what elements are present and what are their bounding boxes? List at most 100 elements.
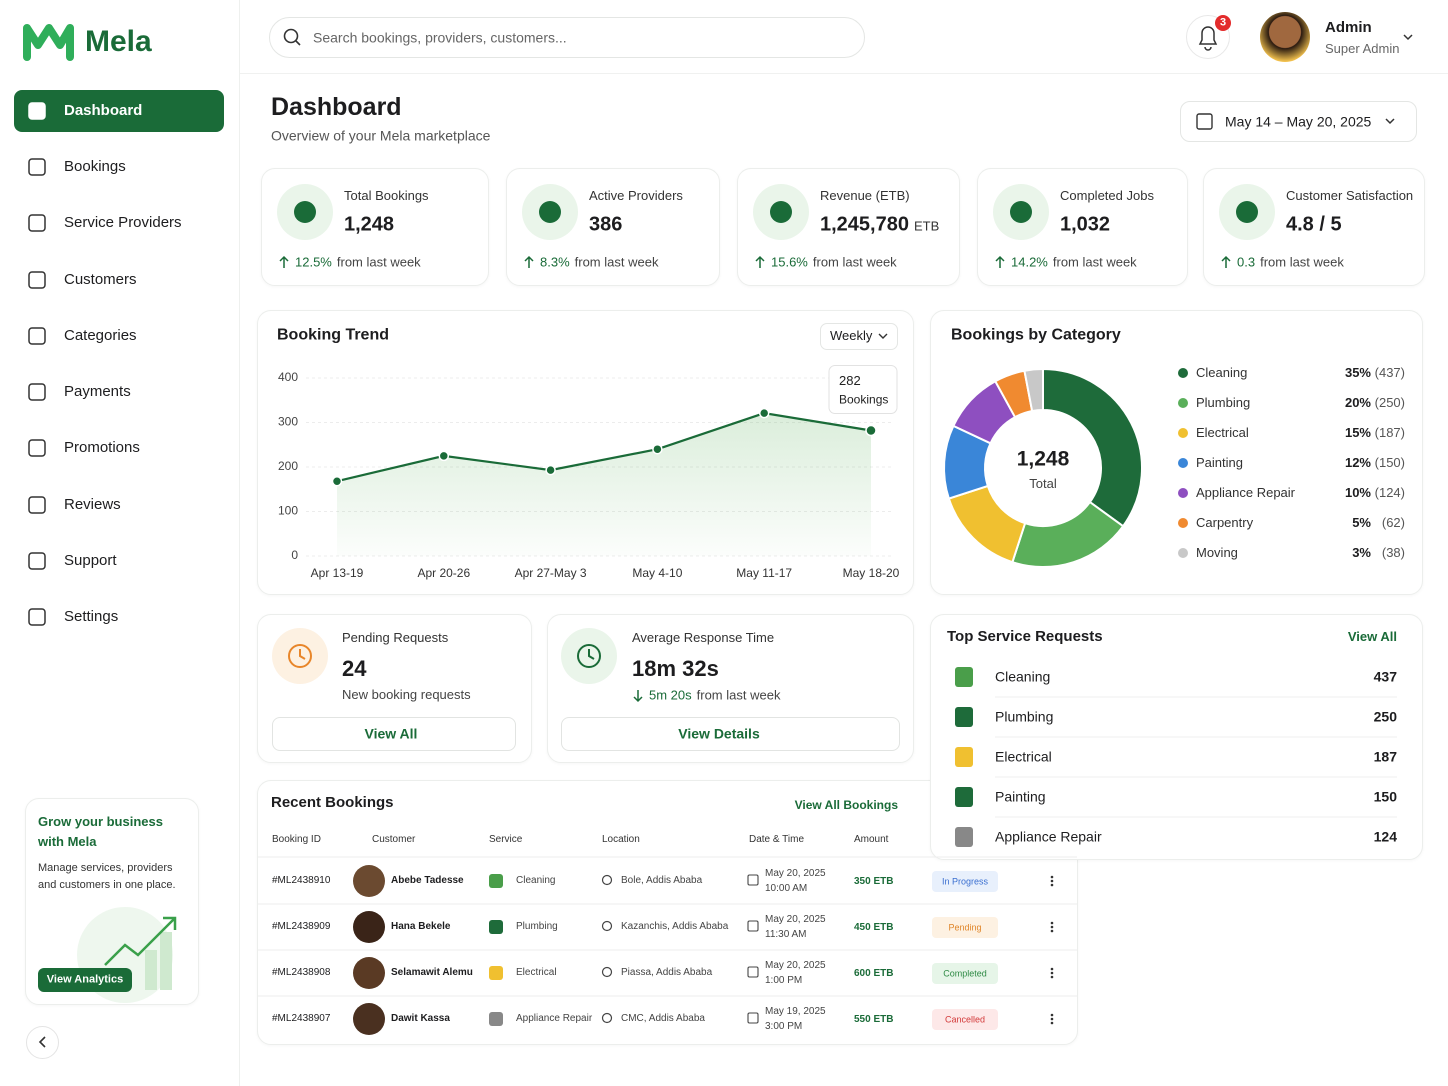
data-point [438, 450, 450, 462]
nav-label[interactable]: Categories [64, 327, 137, 344]
sidebar [0, 0, 240, 1086]
column-header: Location [602, 834, 640, 845]
brand-name: Mela [85, 25, 152, 58]
section-title: Top Service Requests [947, 628, 1103, 645]
nav-icon [28, 158, 46, 176]
x-tick-label: May 4-10 [632, 566, 682, 580]
text-row: 14.2% from last week [1011, 255, 1137, 270]
promo-action[interactable]: View Analytics [46, 973, 124, 986]
legend-swatch [1178, 428, 1188, 438]
stat-change-suffix: from last week [1052, 254, 1137, 270]
nav-icon [28, 327, 46, 345]
service-name: Electrical [516, 967, 557, 978]
status-badge [932, 1009, 998, 1030]
response-action[interactable]: View Details [678, 725, 760, 742]
service-icon [955, 667, 973, 687]
page-subtitle: Overview of your Mela marketplace [271, 127, 491, 144]
nav-label[interactable]: Bookings [64, 158, 126, 175]
legend-percent: 15% [1344, 425, 1371, 441]
period-label: Weekly [830, 328, 873, 344]
nav-label[interactable]: Support [64, 552, 117, 569]
logo-mark [23, 24, 74, 61]
x-tick-label: Apr 20-26 [417, 566, 470, 580]
pending-action-button[interactable] [272, 717, 516, 751]
nav-label[interactable]: Payments [64, 383, 131, 400]
legend-swatch [1178, 368, 1188, 378]
service-name: Appliance Repair [516, 1013, 593, 1024]
y-tick-label: 100 [278, 504, 298, 518]
legend-percent: 10% [1344, 485, 1371, 501]
nav-label[interactable]: Service Providers [64, 214, 182, 231]
period-dropdown[interactable] [820, 323, 898, 350]
column-header: Amount [854, 834, 889, 845]
donut-slice [1023, 367, 1044, 413]
chevron [878, 333, 888, 339]
text-row: 12.5% from last week [295, 255, 421, 270]
stat-change-suffix: from last week [812, 254, 897, 270]
stat-value: 1,248 [344, 213, 395, 236]
nav-icon [28, 383, 46, 401]
nav-label[interactable]: Promotions [64, 439, 140, 456]
up-arrow [755, 255, 765, 268]
promo-action-button[interactable] [38, 968, 132, 992]
nav-icon [28, 214, 46, 232]
stat-label: Active Providers [589, 188, 683, 204]
notification-button[interactable] [1186, 15, 1230, 59]
date-range-button[interactable] [1180, 101, 1417, 142]
response-change: 5m 20s [649, 687, 692, 703]
nav-label[interactable]: Reviews [64, 496, 121, 513]
search-icon [295, 40, 301, 46]
status-label: Completed [943, 968, 987, 979]
service-icon [489, 920, 503, 934]
request-count: 150 [1373, 788, 1397, 805]
booking-id: #ML2438908 [272, 967, 331, 978]
response-suffix: from last week [696, 687, 781, 703]
row-menu-dot [1050, 925, 1054, 929]
data-point [331, 475, 343, 487]
up-arrow [1221, 255, 1231, 268]
nav-item-active[interactable] [14, 90, 224, 132]
collapse-button[interactable] [26, 1026, 59, 1059]
stat-change: 0.3 [1237, 254, 1256, 270]
pending-action[interactable]: View All [364, 725, 418, 742]
stat-icon [1236, 201, 1258, 223]
user-avatar [1260, 12, 1310, 62]
stat-value: 1,032 [1060, 213, 1111, 236]
legend-label: Cleaning [1196, 365, 1248, 381]
nav-icon [28, 496, 46, 514]
nav-label[interactable]: Customers [64, 271, 137, 288]
row-menu-dot [1050, 1013, 1054, 1017]
service-icon [955, 827, 973, 847]
location: CMC, Addis Ababa [621, 1013, 705, 1024]
nav-label[interactable]: Dashboard [64, 102, 143, 119]
location-icon [601, 966, 613, 978]
row-menu-dot [1050, 1017, 1054, 1021]
row-menu-dot [1050, 971, 1054, 975]
chart-title: Booking Trend [277, 326, 389, 344]
legend-count: (38) [1381, 545, 1405, 561]
section-title: Recent Bookings [271, 794, 394, 811]
row-menu-dot [1050, 929, 1054, 933]
legend-label: Moving [1196, 545, 1238, 561]
notification-count: 3 [1219, 16, 1227, 29]
search-box[interactable] [269, 17, 865, 58]
nav-label[interactable]: Settings [64, 608, 119, 625]
legend-count: (62) [1381, 515, 1405, 531]
legend-swatch [1178, 548, 1188, 558]
promo-title: Grow your business with Mela [38, 813, 163, 849]
pending-note: New booking requests [342, 687, 471, 703]
search-placeholder: Search bookings, providers, customers... [313, 29, 567, 46]
up-arrow [995, 255, 1005, 268]
search-icon [283, 28, 299, 44]
data-point [652, 443, 663, 455]
legend-count: (150) [1374, 455, 1405, 471]
page-title: Dashboard [271, 93, 402, 121]
up-arrow [279, 255, 289, 268]
request-name: Appliance Repair [995, 828, 1102, 845]
response-action-button[interactable] [561, 717, 900, 751]
chevron-left [38, 1036, 46, 1048]
text-row: 15.6% from last week [771, 255, 897, 270]
text-row: 1,245,780 ETB [820, 214, 939, 237]
booking-id: #ML2438907 [272, 1013, 331, 1024]
